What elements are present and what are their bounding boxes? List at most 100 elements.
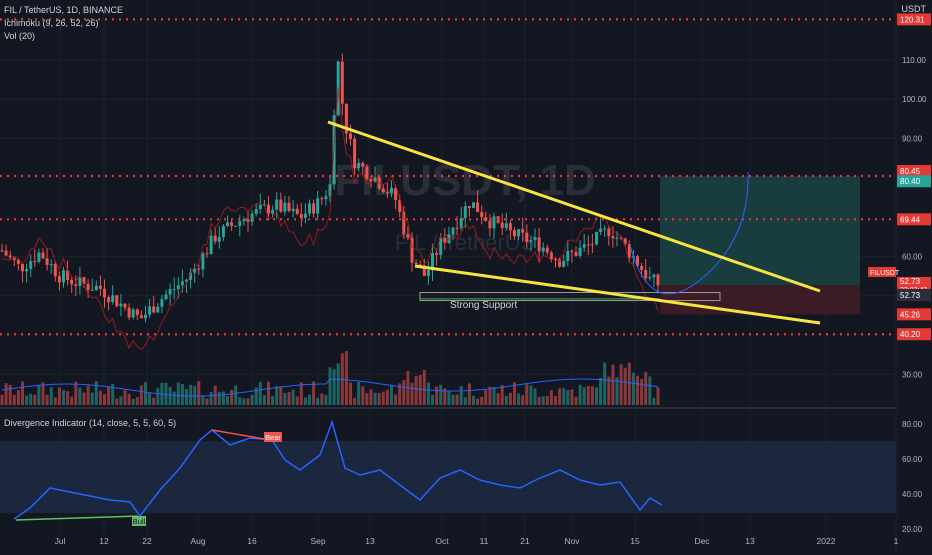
price-badge-bg [897, 213, 931, 226]
time-tick: 15 [630, 536, 640, 546]
volume-bar [226, 396, 229, 405]
volume-bar [394, 394, 398, 405]
volume-bar [451, 394, 455, 405]
candle [267, 204, 270, 214]
candle [308, 203, 311, 214]
price-badge-bg [897, 288, 931, 301]
volume-bar [234, 385, 238, 405]
volume-bar [533, 388, 537, 405]
candle [529, 240, 533, 242]
volume-bar [197, 381, 201, 405]
volume-bar [513, 382, 516, 405]
volume-bar [554, 395, 557, 405]
volume-bar [500, 385, 504, 405]
symbol-badge-label: FILUSDT [870, 270, 900, 277]
ichimoku-legend: Ichimoku (9, 26, 52, 26) [4, 18, 99, 28]
candle [410, 237, 414, 263]
price-tick: 30.00 [902, 370, 923, 379]
volume-bar [496, 393, 500, 405]
volume-bar [283, 392, 287, 405]
candle [283, 202, 287, 212]
candle [541, 247, 545, 252]
divergence-band [0, 441, 896, 513]
candle [107, 297, 111, 303]
volume-bar [303, 397, 307, 405]
volume-bar [603, 362, 607, 405]
volume-bar [595, 387, 598, 405]
candle [353, 138, 357, 169]
trendline-upper [327, 120, 821, 293]
bull-badge: Bull [132, 516, 146, 526]
volume-bar [25, 395, 29, 405]
price-badge-label: 80.45 [900, 167, 921, 176]
candle [90, 289, 94, 291]
volume-bar [476, 398, 480, 405]
candle [205, 253, 209, 255]
candle [234, 225, 238, 227]
volume-bar [111, 384, 115, 405]
candle [82, 277, 86, 284]
candle [213, 235, 217, 242]
volume-bar [390, 385, 393, 405]
candle [521, 229, 525, 233]
volume-bar [488, 386, 492, 405]
candle [164, 294, 168, 300]
volume-bar [504, 395, 508, 405]
candle [324, 196, 328, 200]
candle [513, 230, 516, 237]
candle [431, 253, 434, 271]
volume-bar [107, 386, 111, 405]
candle [549, 252, 553, 260]
candle [619, 237, 623, 239]
candle [312, 203, 316, 214]
volume-bar [398, 383, 402, 405]
candle [435, 253, 439, 255]
volume-bar [377, 393, 381, 405]
candle [25, 268, 29, 272]
volume-bar [168, 386, 172, 405]
candle [41, 252, 45, 259]
volume-bar [558, 388, 562, 405]
volume-bar [135, 397, 139, 405]
candle [295, 208, 299, 215]
volume-bar [656, 387, 660, 405]
candle [156, 306, 160, 313]
volume-bar [189, 384, 193, 405]
volume-bar [627, 362, 631, 405]
candle [144, 314, 147, 319]
candle [94, 285, 98, 290]
volume-bar [586, 386, 590, 405]
volume-ma-line [1, 378, 659, 397]
bull-badge-label: Bull [133, 517, 146, 526]
volume-bar [336, 363, 340, 405]
candle [279, 199, 283, 212]
projection-curve [629, 171, 749, 295]
volume-bar [152, 397, 156, 405]
candle [340, 61, 344, 104]
volume-bar [344, 351, 348, 405]
price-badge-label: 80.40 [900, 177, 921, 186]
candle [287, 202, 291, 212]
candle [70, 279, 74, 285]
volume-bar [172, 391, 176, 405]
candle [418, 264, 422, 266]
volume-bar [570, 389, 574, 405]
candle [303, 213, 307, 218]
candle [640, 266, 644, 271]
volume-bar [123, 390, 127, 405]
bear-badge: Bear [264, 432, 282, 442]
candle [21, 263, 24, 272]
volume-bar [144, 382, 147, 405]
candle [66, 270, 70, 280]
volume-bar [86, 385, 90, 405]
candle [390, 187, 393, 193]
candle [562, 261, 566, 267]
price-badge-bg [897, 175, 931, 188]
candle [644, 270, 648, 279]
candle [328, 184, 332, 197]
volume-bar [328, 367, 332, 405]
candle [246, 219, 250, 222]
candle [320, 198, 324, 200]
